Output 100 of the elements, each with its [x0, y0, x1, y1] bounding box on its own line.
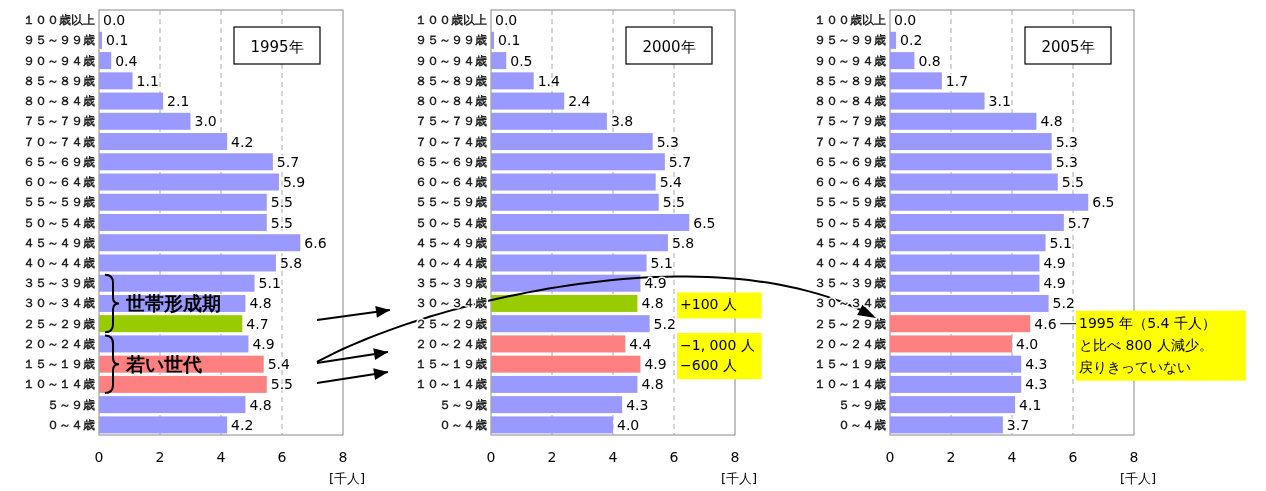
- data-label: 4.6: [1034, 315, 1057, 332]
- data-label: 5.1: [1049, 234, 1072, 251]
- y-tick-label: ４０～４４歳: [23, 255, 95, 270]
- y-tick-label: ０～４歳: [47, 417, 95, 432]
- annotation: −600 人: [680, 357, 737, 374]
- data-label: 4.9: [1043, 275, 1066, 292]
- y-tick-label: ３５～３９歳: [415, 276, 487, 291]
- bar: [491, 396, 623, 414]
- y-tick-label: ７０～７４歳: [415, 134, 487, 149]
- y-tick-label: ４５～４９歳: [814, 235, 886, 250]
- data-label: 4.9: [644, 356, 667, 373]
- data-label: 4.3: [1025, 376, 1048, 393]
- data-label: 4.2: [231, 133, 254, 150]
- y-tick-label: ４５～４９歳: [23, 235, 95, 250]
- bar: [890, 173, 1058, 191]
- y-tick-label: ９０～９４歳: [415, 53, 487, 68]
- y-tick-label: ４０～４４歳: [415, 255, 487, 270]
- y-tick-label: ２５～２９歳: [415, 316, 487, 331]
- data-label: 0.1: [106, 32, 129, 49]
- bar: [890, 92, 985, 110]
- data-label: 4.4: [629, 335, 652, 352]
- y-tick-label: ４０～４４歳: [814, 255, 886, 270]
- x-tick-label: 8: [730, 449, 740, 465]
- x-tick-label: 4: [608, 449, 618, 465]
- bar: [491, 274, 641, 292]
- bar: [491, 173, 656, 191]
- bar: [890, 193, 1089, 211]
- bar: [890, 375, 1022, 393]
- y-tick-label: １００歳以上: [415, 13, 487, 28]
- y-tick-label: ８０～８４歳: [814, 94, 886, 109]
- bar: [890, 133, 1052, 151]
- bar: [890, 274, 1040, 292]
- bar: [99, 254, 276, 272]
- bar: [491, 375, 638, 393]
- y-tick-label: ６５～６９歳: [814, 154, 886, 169]
- y-tick-label: ６５～６９歳: [415, 154, 487, 169]
- y-tick-label: ６０～６４歳: [415, 175, 487, 190]
- bar: [890, 416, 1003, 434]
- x-tick-label: 2: [155, 449, 165, 465]
- x-tick-label: 2: [946, 449, 956, 465]
- y-tick-label: ７０～７４歳: [23, 134, 95, 149]
- bar: [491, 72, 534, 90]
- bar: [99, 274, 255, 292]
- y-tick-label: ３５～３９歳: [814, 276, 886, 291]
- x-tick-label: 8: [338, 449, 348, 465]
- data-label: 4.8: [641, 295, 664, 312]
- bar: [99, 214, 267, 231]
- data-label: 5.5: [270, 214, 294, 231]
- data-label: 4.7: [246, 315, 269, 332]
- data-label: 5.5: [662, 194, 686, 211]
- y-tick-label: ５０～５４歳: [814, 215, 886, 230]
- bar: [890, 294, 1049, 312]
- x-tick-label: 4: [1007, 449, 1017, 465]
- data-label: 0.1: [498, 32, 521, 49]
- data-label: 5.4: [659, 174, 683, 191]
- data-label: 5.5: [1061, 174, 1085, 191]
- data-label: 5.7: [276, 153, 300, 170]
- data-label: 4.8: [641, 376, 664, 393]
- y-tick-label: ３５～３９歳: [23, 276, 95, 291]
- data-label: 1.4: [537, 72, 561, 89]
- bar: [99, 92, 164, 110]
- bar: [890, 234, 1046, 252]
- annotation: 若い世代: [125, 353, 203, 376]
- data-label: 5.7: [668, 153, 692, 170]
- y-tick-label: ７５～７９歳: [814, 114, 886, 129]
- y-tick-label: ５０～５４歳: [415, 215, 487, 230]
- data-label: 0.2: [900, 32, 923, 49]
- data-label: 5.8: [671, 234, 695, 251]
- data-label: 2.4: [568, 93, 591, 110]
- y-tick-label: ５～９歳: [439, 397, 487, 412]
- y-tick-label: ３０～３４歳: [23, 296, 95, 311]
- bar: [491, 52, 507, 70]
- annotation: −1, 000 人: [680, 336, 755, 353]
- bar: [491, 153, 665, 171]
- bar: [99, 52, 112, 70]
- bar: [99, 193, 267, 211]
- bar: [491, 193, 659, 211]
- data-label: 4.8: [249, 396, 272, 413]
- x-tick-label: 0: [885, 449, 895, 465]
- bar: [890, 112, 1037, 130]
- data-label: 4.1: [1019, 396, 1042, 413]
- bar: [890, 335, 1012, 353]
- y-tick-label: ９０～９４歳: [814, 53, 886, 68]
- y-tick-label: １５～１９歳: [814, 357, 886, 372]
- y-tick-label: ８０～８４歳: [415, 94, 487, 109]
- data-label: 4.9: [1043, 254, 1066, 271]
- y-tick-label: ９５～９９歳: [415, 33, 487, 48]
- y-tick-label: ７０～７４歳: [814, 134, 886, 149]
- data-label: 6.5: [1092, 194, 1115, 211]
- data-label: 0.0: [103, 12, 126, 29]
- bar: [491, 92, 565, 110]
- bar: [491, 31, 495, 49]
- data-label: 5.1: [650, 254, 673, 271]
- x-axis-title: [千人]: [1119, 471, 1157, 486]
- data-label: 5.3: [1055, 153, 1078, 170]
- data-label: 0.8: [918, 52, 941, 69]
- bar: [491, 315, 650, 333]
- y-tick-label: １５～１９歳: [23, 357, 95, 372]
- text: 2000年: [642, 38, 696, 56]
- x-axis-title: [千人]: [328, 471, 366, 486]
